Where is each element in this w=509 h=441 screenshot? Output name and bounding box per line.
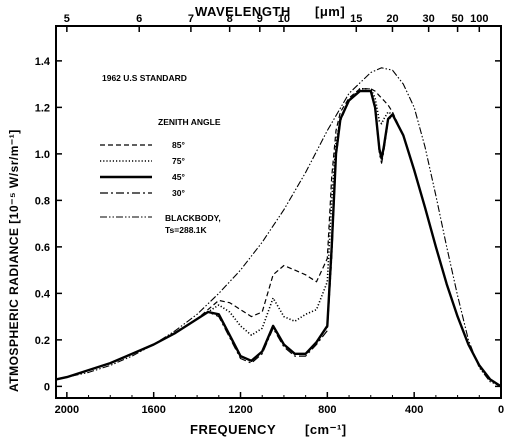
top-tick-label: 20: [386, 13, 398, 25]
series-line-4: [55, 67, 502, 387]
legend-label: 75°: [172, 156, 185, 166]
top-axis-title: WAVELENGTH: [195, 4, 291, 19]
y-tick-label: 0.8: [35, 195, 50, 207]
x-tick-label: 400: [405, 404, 423, 416]
blackbody-label-line2: Ts=288.1K: [165, 225, 208, 235]
y-tick-label: 1.2: [35, 102, 50, 114]
y-tick-label: 0.2: [35, 335, 50, 347]
top-tick-label: 15: [350, 13, 362, 25]
y-tick-label: 1.0: [35, 149, 50, 161]
x-axis-title: FREQUENCY: [190, 422, 276, 437]
top-tick-label: 7: [188, 13, 194, 25]
top-tick-label: 100: [470, 13, 488, 25]
x-tick-label: 800: [318, 404, 336, 416]
x-axis-unit: [cm⁻¹]: [305, 422, 347, 437]
top-tick-label: 8: [227, 13, 233, 25]
y-tick-label: 1.4: [35, 56, 51, 68]
series-line-2: [55, 89, 502, 388]
top-tick-label: 30: [423, 13, 435, 25]
legend-label: 30°: [172, 188, 185, 198]
x-tick-label: 0: [498, 404, 504, 416]
legend-label: 85°: [172, 140, 185, 150]
top-tick-label: 5: [64, 13, 70, 25]
series-group: [55, 67, 502, 388]
x-axis: 2000 1600 1200 800 400 0: [55, 392, 504, 416]
top-tick-label: 6: [136, 13, 142, 25]
blackbody-label-line1: BLACKBODY,: [165, 213, 221, 223]
top-axis: 5 6 7 8 9 10 15 20 30 50 100: [64, 13, 488, 32]
top-tick-label: 50: [451, 13, 463, 25]
plot-frame: [55, 25, 502, 399]
x-tick-label: 1600: [141, 404, 165, 416]
x-tick-label: 1200: [228, 404, 252, 416]
y-tick-label: 0.6: [35, 242, 50, 254]
y-axis: 0 0.2 0.4 0.6 0.8 1.0 1.2 1.4: [35, 56, 501, 393]
legend: 85° 75° 45° 30°: [100, 140, 185, 218]
y-tick-label: 0.4: [35, 288, 51, 300]
series-line-3: [55, 90, 502, 387]
legend-title: ZENITH ANGLE: [158, 117, 221, 127]
y-tick-label: 0: [44, 381, 50, 393]
legend-label: 45°: [172, 172, 185, 182]
top-tick-label: 9: [257, 13, 263, 25]
x-tick-label: 2000: [55, 404, 79, 416]
top-tick-label: 10: [278, 13, 290, 25]
y-axis-title: ATMOSPHERIC RADIANCE [10⁻⁵ W/sr/m⁻¹]: [7, 129, 21, 392]
top-axis-unit: [μm]: [315, 4, 345, 19]
standard-annotation: 1962 U.S STANDARD: [102, 73, 187, 83]
